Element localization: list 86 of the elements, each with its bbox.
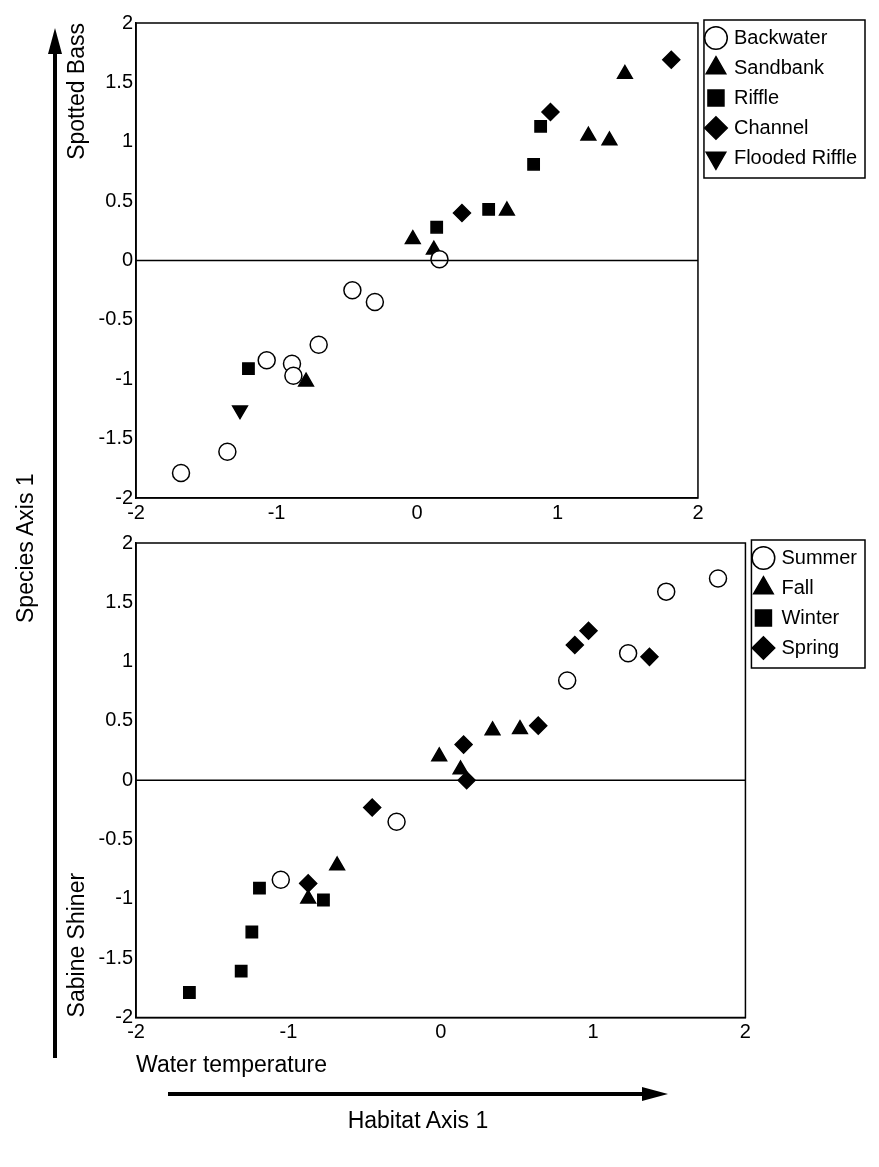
point (557, 671, 577, 690)
point (253, 881, 266, 895)
x-tick-label: -1 (279, 1019, 298, 1042)
point (404, 229, 421, 245)
point (452, 760, 469, 775)
point (618, 644, 638, 663)
point (171, 463, 191, 483)
point (387, 812, 406, 831)
point (234, 964, 248, 978)
y-tick-label: -1.5 (98, 426, 134, 449)
y-tick-label: 2 (121, 530, 134, 553)
point (317, 893, 330, 907)
point (662, 50, 681, 70)
point (431, 747, 448, 762)
x-tick-label: 0 (435, 1019, 447, 1042)
point (565, 635, 585, 655)
point (343, 280, 362, 300)
y-tick-label: 1 (121, 129, 134, 152)
point (616, 64, 634, 80)
y-tick-label: 1.5 (105, 589, 134, 612)
point (242, 362, 255, 375)
point (579, 621, 598, 641)
y-tick-label: -0.5 (98, 307, 134, 330)
point (284, 366, 303, 385)
y-tick-label: -1.5 (98, 945, 134, 968)
legend-label: Channel (733, 115, 809, 138)
point (534, 119, 548, 133)
point (452, 203, 472, 223)
legend-label: Sandbank (733, 55, 826, 78)
x-tick-label: 0 (411, 500, 423, 523)
y-tick-label: -2 (115, 1004, 134, 1027)
point (297, 372, 315, 387)
y-tick-label: 0.5 (105, 708, 134, 731)
legend-label: Backwater (733, 25, 828, 48)
y-tick-label: -1 (115, 366, 134, 389)
point (245, 925, 259, 939)
x-tick-label: 2 (692, 500, 704, 523)
point (601, 131, 618, 146)
point (362, 798, 382, 817)
y-axis-title: Sabine Shiner (63, 872, 90, 1018)
point (511, 719, 529, 735)
point (498, 201, 516, 216)
point (329, 856, 346, 871)
x-tick-label: 1 (587, 1019, 599, 1042)
point (454, 735, 473, 754)
y-tick-label: 0 (121, 248, 134, 271)
y-tick-label: -0.5 (98, 827, 134, 850)
point (580, 126, 597, 141)
legend-label: Fall (781, 575, 814, 598)
y-axis-title: Spotted Bass (63, 23, 90, 160)
point (300, 889, 317, 904)
point (271, 870, 291, 890)
y-tick-label: 0 (121, 767, 134, 790)
point (365, 292, 385, 312)
legend-label: Riffle (733, 85, 780, 108)
y-tick-label: 0.5 (105, 188, 134, 211)
legend-label: Winter (781, 605, 840, 628)
point (708, 569, 728, 588)
x-axis-title: Water temperature (136, 1050, 327, 1077)
y-tick-label: -1 (115, 886, 134, 909)
point (182, 986, 196, 999)
y-tick-label: -2 (115, 485, 134, 508)
point (482, 203, 496, 216)
legend-label: Spring (781, 635, 840, 658)
point (309, 335, 328, 355)
y-tick-label: 1 (121, 649, 134, 672)
point (257, 351, 276, 370)
x-tick-label: -1 (267, 500, 286, 523)
text: Habitat Axis 1 (346, 1107, 490, 1134)
point (484, 721, 501, 736)
point (298, 874, 318, 893)
point (656, 582, 676, 601)
point (529, 716, 548, 735)
point (218, 442, 237, 461)
point (527, 157, 541, 171)
x-tick-label: 1 (551, 500, 564, 523)
x-tick-label: 2 (739, 1019, 751, 1042)
legend-label: Flooded Riffle (733, 145, 858, 168)
point (640, 647, 659, 667)
point (430, 250, 449, 269)
point (430, 220, 444, 234)
point (541, 102, 560, 122)
y-tick-label: 2 (121, 10, 134, 33)
text: Species Axis 1 (12, 472, 39, 625)
y-tick-label: 1.5 (105, 69, 134, 92)
legend-label: Summer (781, 545, 858, 568)
